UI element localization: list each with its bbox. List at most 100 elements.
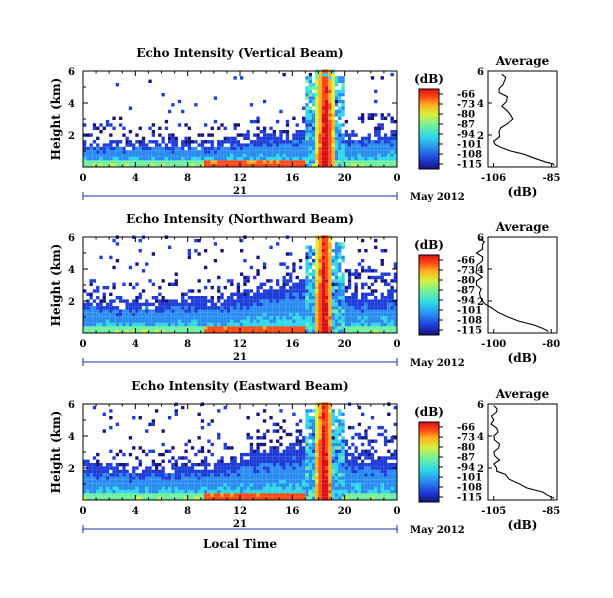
heatmap-cell <box>253 322 257 327</box>
heatmap-cell <box>155 479 159 484</box>
heatmap-cell <box>298 419 303 423</box>
heatmap-cell <box>328 140 332 144</box>
heatmap-cell <box>194 489 198 494</box>
heatmap-cell <box>122 312 126 317</box>
heatmap-cell <box>318 106 322 110</box>
heatmap-cell <box>321 292 326 296</box>
heatmap-cell <box>331 83 335 87</box>
heatmap-cell <box>230 489 234 494</box>
heatmap-cell <box>223 163 227 167</box>
heatmap-cell <box>374 99 378 104</box>
heatmap-cell <box>187 146 191 151</box>
y-tick-label: 6 <box>68 400 75 411</box>
heatmap-cell <box>338 109 342 114</box>
heatmap-cell <box>246 163 250 167</box>
heatmap-cell <box>380 153 384 157</box>
heatmap-cell <box>115 489 119 494</box>
heatmap-cell <box>181 292 185 296</box>
heatmap-cell <box>289 275 293 280</box>
heatmap-cell <box>338 439 342 443</box>
heatmap-cell <box>292 156 296 161</box>
heatmap-cell <box>393 316 397 320</box>
heatmap-cell <box>155 493 159 497</box>
heatmap-cell <box>86 486 90 490</box>
heatmap-cell <box>158 316 162 320</box>
heatmap-cell <box>181 150 185 154</box>
heatmap-cell <box>302 322 306 327</box>
heatmap-cell <box>168 479 172 484</box>
heatmap-cell <box>135 296 139 300</box>
heatmap-cell <box>357 322 362 327</box>
heatmap-cell <box>181 326 185 330</box>
heatmap-cell <box>298 473 303 477</box>
heatmap-cell <box>102 163 106 167</box>
heatmap-cell <box>364 299 368 303</box>
heatmap-cell <box>92 279 97 283</box>
heatmap-cell <box>344 302 348 307</box>
heatmap-cell <box>298 463 303 467</box>
heatmap-cell <box>210 312 214 317</box>
heatmap-cell <box>262 409 267 413</box>
heatmap-cell <box>328 269 332 273</box>
heatmap-cell <box>295 150 299 154</box>
heatmap-cell <box>282 316 286 320</box>
heatmap-cell <box>312 119 316 124</box>
heatmap-cell <box>148 150 152 154</box>
heatmap-cell <box>383 282 388 286</box>
heatmap-cell <box>305 476 309 480</box>
heatmap-cell <box>318 489 322 494</box>
heatmap-cell <box>338 153 342 157</box>
heatmap-cell <box>253 493 257 497</box>
heatmap-cell <box>210 442 214 447</box>
heatmap-cell <box>295 452 299 457</box>
heatmap-cell <box>125 309 129 313</box>
heatmap-cell <box>190 479 195 484</box>
heatmap-cell <box>351 456 355 460</box>
heatmap-cell <box>115 483 119 487</box>
heatmap-cell <box>210 302 214 307</box>
heatmap-cell <box>325 289 329 293</box>
heatmap-cell <box>151 156 155 161</box>
heatmap-cell <box>305 89 309 94</box>
heatmap-cell <box>158 160 162 164</box>
heatmap-cell <box>331 326 335 330</box>
heatmap-cell <box>308 96 312 100</box>
heatmap-cell <box>158 493 162 497</box>
y-tick-label: 2 <box>68 297 75 308</box>
heatmap-cell <box>318 493 322 497</box>
heatmap-cell <box>279 329 283 333</box>
heatmap-cell <box>292 489 296 494</box>
heatmap-cell <box>321 96 326 100</box>
heatmap-cell <box>135 160 139 164</box>
heatmap-cell <box>292 153 296 157</box>
heatmap-cell <box>282 479 286 484</box>
heatmap-cell <box>328 429 332 433</box>
heatmap-cell <box>321 486 326 490</box>
heatmap-cell <box>210 326 214 330</box>
heatmap-cell <box>92 476 97 480</box>
heatmap-cell <box>318 252 322 256</box>
heatmap-cell <box>341 419 345 423</box>
heatmap-cell <box>331 329 335 333</box>
heatmap-cell <box>276 119 280 124</box>
heatmap-cell <box>89 489 93 494</box>
heatmap-cell <box>83 316 87 320</box>
heatmap-cell <box>295 496 299 500</box>
heatmap-cell <box>361 322 365 327</box>
heatmap-cell <box>387 326 391 330</box>
heatmap-cell <box>262 126 267 130</box>
heatmap-cell <box>305 279 309 283</box>
heatmap-cell <box>380 259 384 263</box>
heatmap-cell <box>187 309 191 313</box>
heatmap-cell <box>83 306 87 310</box>
heatmap-cell <box>328 466 332 470</box>
heatmap-cell <box>184 316 188 320</box>
heatmap-cell <box>194 322 198 327</box>
heatmap-cell <box>135 163 139 167</box>
heatmap-cell <box>393 309 397 313</box>
heatmap-cell <box>266 156 270 161</box>
heatmap-cell <box>318 113 322 117</box>
heatmap-cell <box>122 493 126 497</box>
heatmap-cell <box>325 269 329 273</box>
heatmap-cell <box>83 486 87 490</box>
